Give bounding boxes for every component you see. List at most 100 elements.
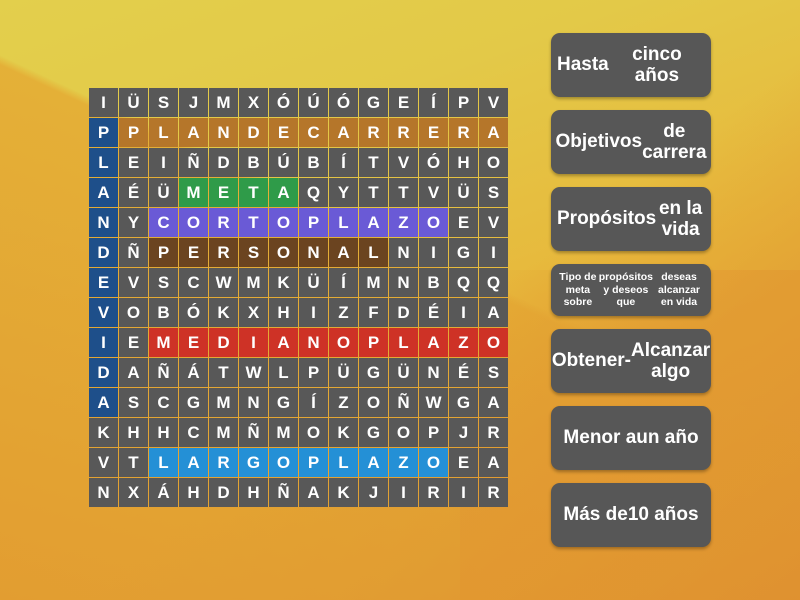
grid-cell[interactable]: S <box>479 178 508 207</box>
grid-cell[interactable]: K <box>329 478 358 507</box>
grid-cell[interactable]: T <box>359 178 388 207</box>
grid-cell[interactable]: M <box>269 418 298 447</box>
grid-cell[interactable]: S <box>149 268 178 297</box>
grid-cell[interactable]: D <box>209 148 238 177</box>
grid-cell[interactable]: V <box>479 88 508 117</box>
grid-cell[interactable]: B <box>149 298 178 327</box>
grid-cell[interactable]: C <box>179 418 208 447</box>
grid-cell[interactable]: A <box>89 178 118 207</box>
grid-cell[interactable]: É <box>449 358 478 387</box>
grid-cell[interactable]: V <box>419 178 448 207</box>
grid-cell[interactable]: X <box>119 478 148 507</box>
grid-cell[interactable]: V <box>479 208 508 237</box>
grid-cell[interactable]: O <box>119 298 148 327</box>
grid-cell[interactable]: I <box>449 298 478 327</box>
grid-cell[interactable]: M <box>209 388 238 417</box>
grid-cell[interactable]: E <box>119 148 148 177</box>
grid-cell[interactable]: L <box>89 148 118 177</box>
grid-cell[interactable]: E <box>89 268 118 297</box>
grid-cell[interactable]: D <box>209 328 238 357</box>
grid-cell[interactable]: N <box>89 208 118 237</box>
grid-cell[interactable]: P <box>299 448 328 477</box>
grid-cell[interactable]: N <box>389 238 418 267</box>
grid-cell[interactable]: Ú <box>269 148 298 177</box>
grid-cell[interactable]: I <box>449 478 478 507</box>
grid-cell[interactable]: R <box>209 208 238 237</box>
grid-cell[interactable]: Ü <box>149 178 178 207</box>
grid-cell[interactable]: Í <box>329 148 358 177</box>
grid-cell[interactable]: C <box>149 208 178 237</box>
grid-cell[interactable]: A <box>359 208 388 237</box>
grid-cell[interactable]: O <box>359 388 388 417</box>
grid-cell[interactable]: K <box>89 418 118 447</box>
grid-cell[interactable]: A <box>479 298 508 327</box>
grid-cell[interactable]: R <box>209 448 238 477</box>
grid-cell[interactable]: T <box>239 208 268 237</box>
grid-cell[interactable]: Ñ <box>239 418 268 447</box>
grid-cell[interactable]: O <box>179 208 208 237</box>
grid-cell[interactable]: Ó <box>419 148 448 177</box>
grid-cell[interactable]: E <box>449 448 478 477</box>
grid-cell[interactable]: P <box>419 418 448 447</box>
grid-cell[interactable]: O <box>269 208 298 237</box>
grid-cell[interactable]: A <box>479 118 508 147</box>
grid-cell[interactable]: N <box>419 358 448 387</box>
grid-cell[interactable]: F <box>359 298 388 327</box>
grid-cell[interactable]: Ñ <box>269 478 298 507</box>
grid-cell[interactable]: A <box>329 238 358 267</box>
answer-card[interactable]: Hasta cinco años <box>551 33 711 97</box>
grid-cell[interactable]: Ñ <box>389 388 418 417</box>
grid-cell[interactable]: O <box>419 208 448 237</box>
grid-cell[interactable]: O <box>299 418 328 447</box>
grid-cell[interactable]: Í <box>299 388 328 417</box>
grid-cell[interactable]: A <box>179 448 208 477</box>
grid-cell[interactable]: Ü <box>449 178 478 207</box>
grid-cell[interactable]: G <box>239 448 268 477</box>
grid-cell[interactable]: Ü <box>389 358 418 387</box>
answer-card[interactable]: Propósitos en la vida <box>551 187 711 251</box>
grid-cell[interactable]: A <box>119 358 148 387</box>
grid-cell[interactable]: T <box>239 178 268 207</box>
grid-cell[interactable]: R <box>389 118 418 147</box>
grid-cell[interactable]: C <box>299 118 328 147</box>
grid-cell[interactable]: É <box>419 298 448 327</box>
answer-card[interactable]: Obtener- Alcanzar algo <box>551 329 711 393</box>
grid-cell[interactable]: X <box>239 298 268 327</box>
grid-cell[interactable]: G <box>449 238 478 267</box>
grid-cell[interactable]: L <box>149 448 178 477</box>
grid-cell[interactable]: D <box>209 478 238 507</box>
grid-cell[interactable]: A <box>269 178 298 207</box>
grid-cell[interactable]: W <box>239 358 268 387</box>
grid-cell[interactable]: P <box>119 118 148 147</box>
grid-cell[interactable]: I <box>239 328 268 357</box>
grid-cell[interactable]: Q <box>299 178 328 207</box>
grid-cell[interactable]: N <box>299 238 328 267</box>
grid-cell[interactable]: D <box>89 358 118 387</box>
grid-cell[interactable]: I <box>479 238 508 267</box>
grid-cell[interactable]: H <box>119 418 148 447</box>
grid-cell[interactable]: Z <box>389 208 418 237</box>
grid-cell[interactable]: W <box>209 268 238 297</box>
grid-cell[interactable]: I <box>299 298 328 327</box>
grid-cell[interactable]: Q <box>479 268 508 297</box>
grid-cell[interactable]: V <box>89 448 118 477</box>
grid-cell[interactable]: R <box>479 478 508 507</box>
grid-cell[interactable]: N <box>389 268 418 297</box>
grid-cell[interactable]: Ó <box>179 298 208 327</box>
grid-cell[interactable]: M <box>239 268 268 297</box>
grid-cell[interactable]: A <box>269 328 298 357</box>
grid-cell[interactable]: Ü <box>119 88 148 117</box>
grid-cell[interactable]: H <box>149 418 178 447</box>
grid-cell[interactable]: M <box>359 268 388 297</box>
grid-cell[interactable]: Ó <box>269 88 298 117</box>
grid-cell[interactable]: Á <box>149 478 178 507</box>
grid-cell[interactable]: T <box>119 448 148 477</box>
grid-cell[interactable]: P <box>449 88 478 117</box>
grid-cell[interactable]: A <box>179 118 208 147</box>
grid-cell[interactable]: S <box>479 358 508 387</box>
grid-cell[interactable]: R <box>209 238 238 267</box>
grid-cell[interactable]: S <box>119 388 148 417</box>
grid-cell[interactable]: R <box>419 478 448 507</box>
grid-cell[interactable]: E <box>179 328 208 357</box>
grid-cell[interactable]: É <box>119 178 148 207</box>
